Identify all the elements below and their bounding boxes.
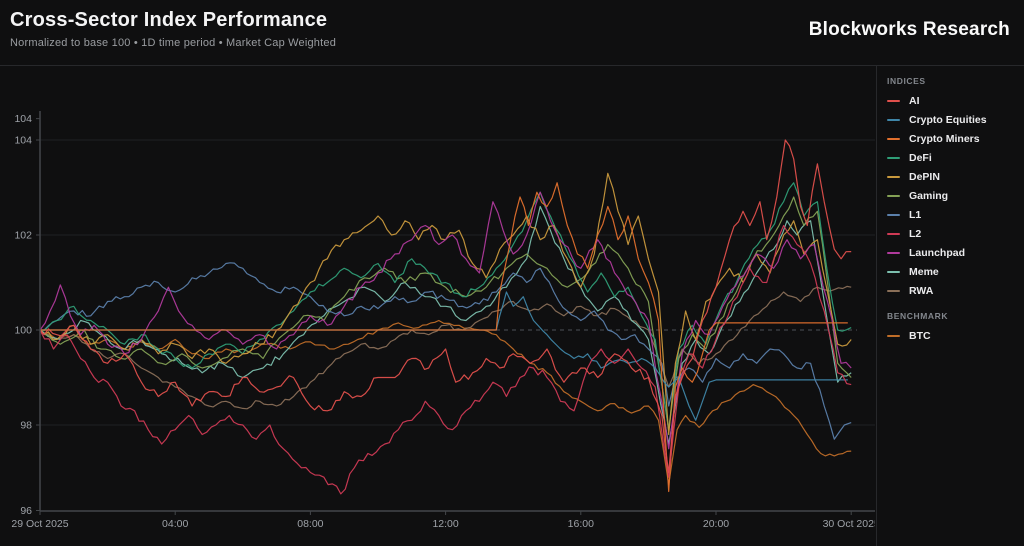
series-line-crypto-miners bbox=[40, 182, 848, 493]
x-tick-label: 29 Oct 2025 bbox=[11, 518, 68, 530]
header-left: Cross-Sector Index Performance Normalize… bbox=[10, 9, 336, 49]
legend-swatch-defi bbox=[887, 157, 900, 159]
legend-item-label: L2 bbox=[909, 228, 922, 240]
legend-item-label: DeFi bbox=[909, 152, 932, 164]
legend-item-launchpad[interactable]: Launchpad bbox=[887, 247, 1020, 259]
legend-item-label: AI bbox=[909, 95, 920, 107]
y-tick-label: 96 bbox=[20, 505, 32, 517]
series-line-launchpad bbox=[39, 191, 852, 450]
series-line-gaming bbox=[39, 196, 852, 431]
page-title: Cross-Sector Index Performance bbox=[10, 9, 328, 31]
legend-swatch-btc bbox=[887, 335, 900, 337]
legend-item-meme[interactable]: Meme bbox=[887, 266, 1020, 278]
series-line-l1 bbox=[40, 262, 852, 440]
legend-item-label: L1 bbox=[909, 209, 922, 221]
legend-item-btc[interactable]: BTC bbox=[887, 330, 1020, 342]
legend-swatch-l1 bbox=[887, 214, 900, 216]
legend-swatch-l2 bbox=[887, 233, 900, 235]
legend-item-l2[interactable]: L2 bbox=[887, 228, 1020, 240]
legend-item-rwa[interactable]: RWA bbox=[887, 285, 1020, 297]
legend-item-gaming[interactable]: Gaming bbox=[887, 190, 1020, 202]
legend-benchmark-list: BTC bbox=[887, 330, 1020, 342]
series-line-depin bbox=[39, 172, 852, 436]
legend-panel: INDICES AI Crypto Equities Crypto Miners De… bbox=[876, 66, 1024, 546]
legend-swatch-meme bbox=[887, 271, 900, 273]
legend-item-label: Crypto Miners bbox=[909, 133, 980, 145]
legend-benchmark-label: BENCHMARK bbox=[887, 311, 949, 321]
legend-swatch-gaming bbox=[887, 195, 900, 197]
content: 104 104 102 100 98 96 29 Oct 2025 04:00 08:00 12:… bbox=[0, 66, 1024, 546]
page-subtitle: Normalized to base 100 • 1D time period … bbox=[10, 37, 337, 49]
performance-chart[interactable]: 104 104 102 100 98 96 29 Oct 2025 04:00 08:00 12:… bbox=[0, 66, 876, 546]
y-tick-label: 104 bbox=[14, 113, 32, 125]
legend-item-ai[interactable]: AI bbox=[887, 95, 1020, 107]
header: Cross-Sector Index Performance Normalize… bbox=[0, 0, 1024, 66]
legend-item-crypto-miners[interactable]: Crypto Miners bbox=[887, 133, 1020, 145]
legend-indices-list: AI Crypto Equities Crypto Miners DeFi DePIN G… bbox=[887, 95, 1020, 297]
legend-swatch-crypto-equities bbox=[887, 119, 900, 121]
legend-item-label: Crypto Equities bbox=[909, 114, 987, 126]
legend-item-l1[interactable]: L1 bbox=[887, 209, 1020, 221]
y-tick-label: 98 bbox=[20, 420, 32, 432]
y-tick-label: 100 bbox=[14, 325, 32, 337]
legend-item-label: DePIN bbox=[909, 171, 940, 183]
x-tick-label: 20:00 bbox=[703, 518, 729, 530]
legend-item-defi[interactable]: DeFi bbox=[887, 152, 1020, 164]
series-line-meme bbox=[39, 205, 852, 445]
legend-item-label: Gaming bbox=[909, 190, 949, 202]
legend-item-label: RWA bbox=[909, 285, 934, 297]
legend-item-label: Launchpad bbox=[909, 247, 966, 259]
legend-swatch-rwa bbox=[887, 290, 900, 292]
legend-item-label: Meme bbox=[909, 266, 939, 278]
legend-indices-label: INDICES bbox=[887, 76, 926, 86]
legend-swatch-depin bbox=[887, 176, 900, 178]
series-line-ai bbox=[39, 139, 852, 474]
series-line-l2 bbox=[39, 224, 852, 495]
legend-swatch-ai bbox=[887, 100, 900, 102]
y-tick-label: 104 bbox=[14, 135, 32, 147]
series-line-btc bbox=[39, 319, 852, 485]
legend-item-crypto-equities[interactable]: Crypto Equities bbox=[887, 114, 1020, 126]
x-tick-label: 04:00 bbox=[162, 518, 188, 530]
series-line-rwa bbox=[39, 285, 852, 410]
legend-item-depin[interactable]: DePIN bbox=[887, 171, 1020, 183]
x-tick-label: 12:00 bbox=[432, 518, 458, 530]
legend-swatch-launchpad bbox=[887, 252, 900, 254]
y-tick-label: 102 bbox=[14, 230, 32, 242]
x-tick-label: 30 Oct 2025 bbox=[823, 518, 875, 530]
brand-logo: Blockworks Research bbox=[808, 19, 1010, 40]
legend-item-label: BTC bbox=[909, 330, 931, 342]
legend-swatch-crypto-miners bbox=[887, 138, 900, 140]
x-tick-label: 08:00 bbox=[297, 518, 323, 530]
x-tick-label: 16:00 bbox=[568, 518, 594, 530]
